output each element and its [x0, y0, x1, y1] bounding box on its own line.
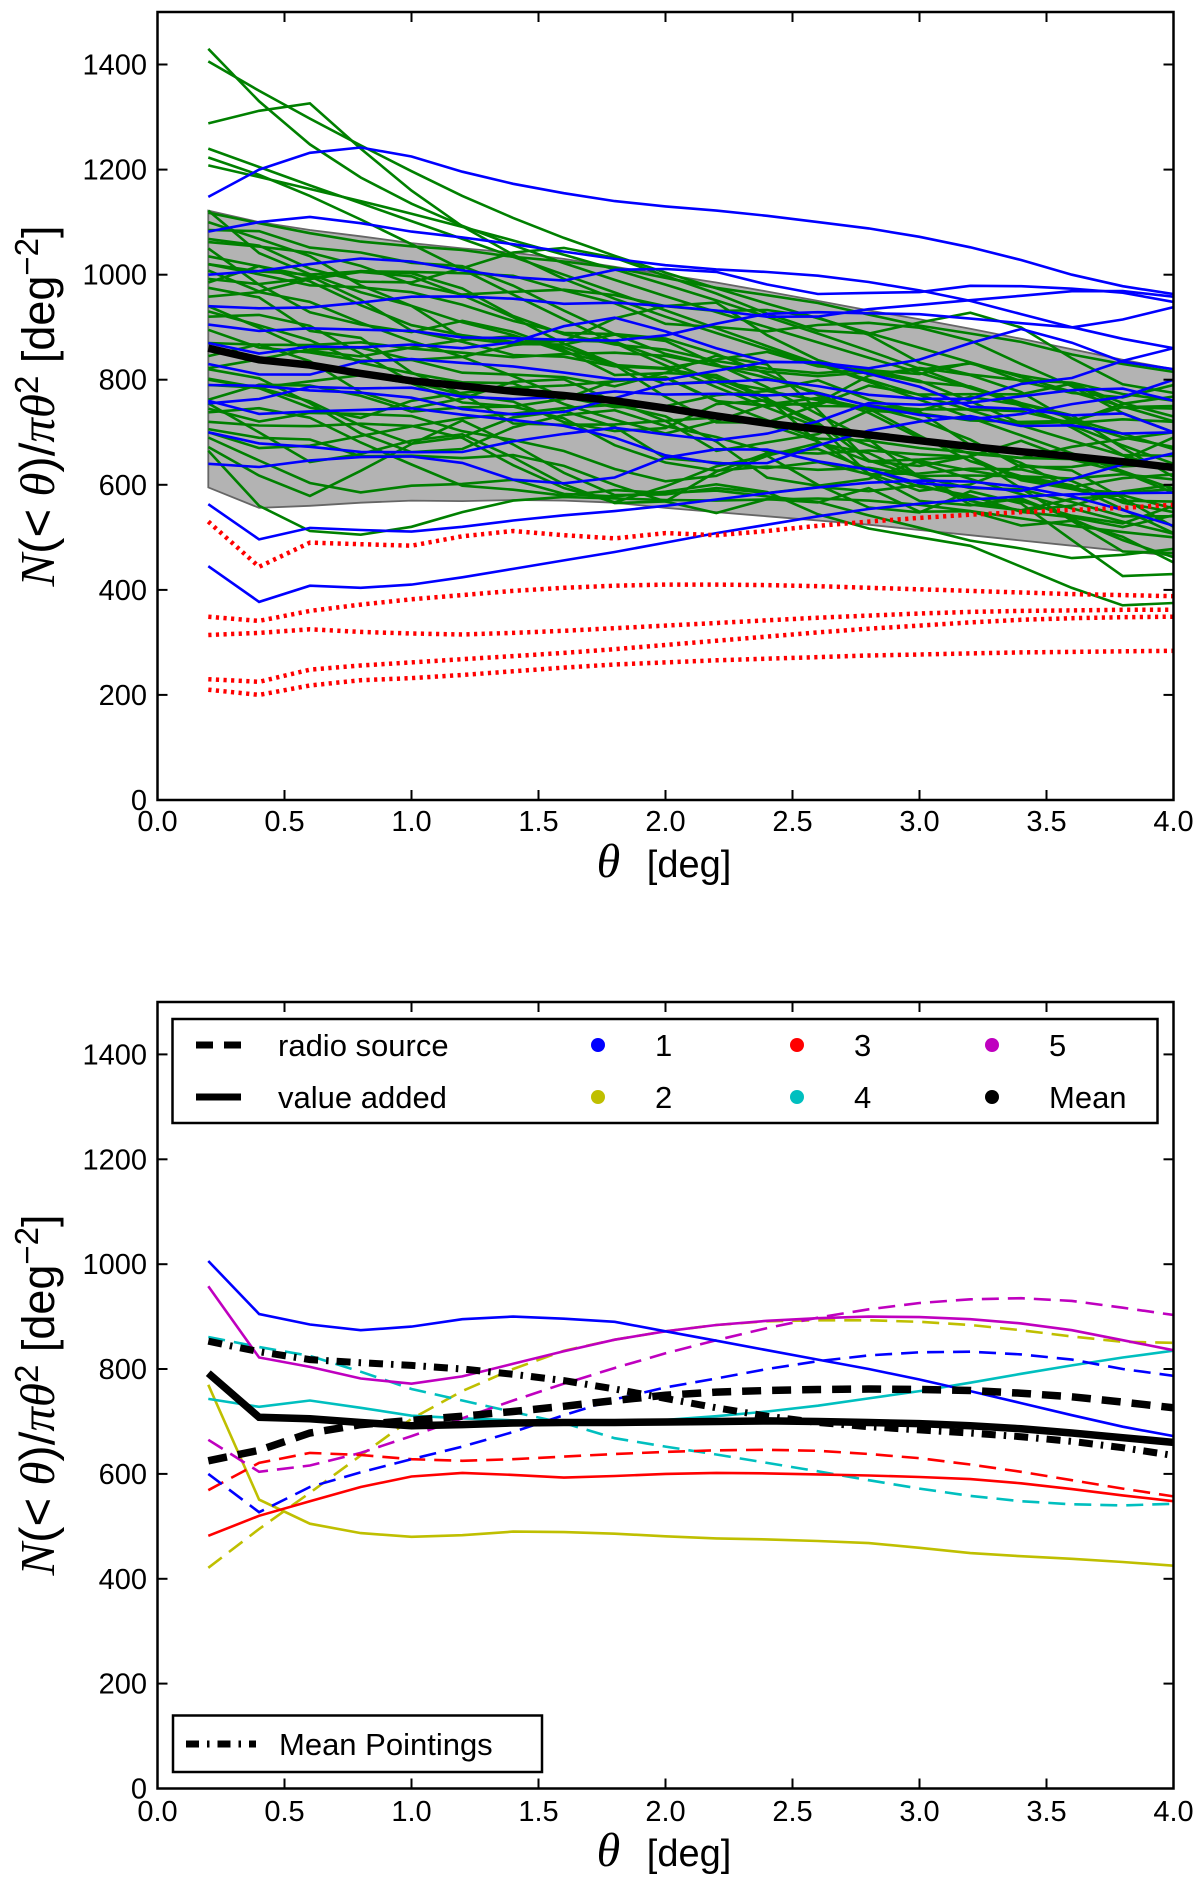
svg-text:800: 800	[99, 1354, 147, 1386]
svg-text:2.5: 2.5	[772, 806, 812, 838]
svg-text:600: 600	[99, 1459, 147, 1491]
svg-text:2: 2	[655, 1080, 672, 1115]
svg-text:N(< θ)/πθ2 [deg−2]: N(< θ)/πθ2 [deg−2]	[8, 225, 65, 587]
svg-text:1.5: 1.5	[518, 1796, 558, 1828]
svg-text:4.0: 4.0	[1153, 1796, 1193, 1828]
svg-text:3.5: 3.5	[1026, 1796, 1066, 1828]
svg-text:1400: 1400	[82, 50, 147, 82]
svg-text:θ [deg]: θ [deg]	[597, 835, 732, 888]
svg-text:0: 0	[131, 1774, 147, 1806]
svg-text:400: 400	[99, 575, 147, 607]
svg-text:400: 400	[99, 1564, 147, 1596]
svg-text:Mean: Mean	[1049, 1080, 1127, 1115]
svg-text:2.5: 2.5	[772, 1796, 812, 1828]
svg-text:1.0: 1.0	[391, 806, 431, 838]
svg-text:4.0: 4.0	[1153, 806, 1193, 838]
svg-text:200: 200	[99, 680, 147, 712]
svg-text:3: 3	[854, 1028, 871, 1063]
svg-text:0.5: 0.5	[264, 806, 304, 838]
svg-text:2.0: 2.0	[645, 806, 685, 838]
svg-text:0.0: 0.0	[137, 806, 177, 838]
svg-text:1400: 1400	[82, 1039, 147, 1071]
svg-text:θ [deg]: θ [deg]	[597, 1824, 732, 1877]
svg-text:5: 5	[1049, 1028, 1066, 1063]
svg-text:4: 4	[854, 1080, 871, 1115]
svg-text:2.0: 2.0	[645, 1796, 685, 1828]
svg-text:N(< θ)/πθ2 [deg−2]: N(< θ)/πθ2 [deg−2]	[8, 1214, 65, 1576]
svg-text:1000: 1000	[82, 260, 147, 292]
svg-text:800: 800	[99, 365, 147, 397]
svg-text:3.5: 3.5	[1026, 806, 1066, 838]
svg-text:200: 200	[99, 1669, 147, 1701]
svg-text:value added: value added	[278, 1080, 447, 1115]
svg-text:0: 0	[131, 785, 147, 817]
svg-text:Mean Pointings: Mean Pointings	[279, 1727, 493, 1762]
svg-text:1.0: 1.0	[391, 1796, 431, 1828]
svg-text:600: 600	[99, 470, 147, 502]
svg-text:0.0: 0.0	[137, 1796, 177, 1828]
svg-text:1200: 1200	[82, 155, 147, 187]
svg-text:1.5: 1.5	[518, 806, 558, 838]
svg-text:1000: 1000	[82, 1249, 147, 1281]
svg-text:1200: 1200	[82, 1144, 147, 1176]
svg-text:0.5: 0.5	[264, 1796, 304, 1828]
svg-text:3.0: 3.0	[899, 806, 939, 838]
svg-text:1: 1	[655, 1028, 672, 1063]
svg-text:radio source: radio source	[278, 1028, 449, 1063]
svg-text:3.0: 3.0	[899, 1796, 939, 1828]
